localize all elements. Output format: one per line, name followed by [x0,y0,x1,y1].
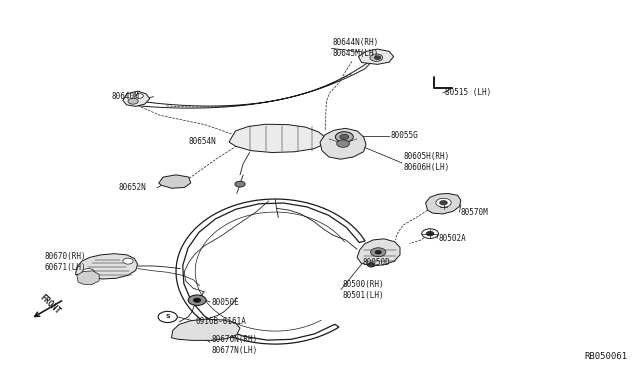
Circle shape [422,229,438,238]
Polygon shape [176,199,365,344]
Text: 0916B-6161A: 0916B-6161A [195,317,246,326]
Text: 80670(RH)
60671(LH): 80670(RH) 60671(LH) [45,252,86,272]
Circle shape [340,134,349,140]
Polygon shape [357,239,400,266]
Circle shape [436,198,451,207]
Text: FRONT: FRONT [38,293,62,316]
Polygon shape [123,91,150,106]
Polygon shape [77,271,99,285]
Circle shape [335,132,353,142]
Polygon shape [320,128,366,159]
Circle shape [337,140,349,147]
Text: 80500(RH)
80501(LH): 80500(RH) 80501(LH) [342,280,384,300]
Polygon shape [358,49,394,64]
Circle shape [136,94,143,98]
Text: 80515 (LH): 80515 (LH) [445,89,491,97]
Text: 80055G: 80055G [390,131,418,140]
Text: 80644N(RH)
80645M(LH): 80644N(RH) 80645M(LH) [333,38,379,58]
Circle shape [371,248,386,257]
Text: 80640M: 80640M [112,92,140,101]
Circle shape [188,295,206,305]
Circle shape [82,269,95,276]
Text: S: S [165,314,170,320]
Circle shape [123,258,133,264]
Circle shape [440,201,447,205]
Circle shape [367,263,375,267]
Text: 80502A: 80502A [438,234,466,243]
Polygon shape [159,175,191,188]
Text: 80654N: 80654N [189,137,216,146]
Circle shape [375,250,381,254]
Circle shape [370,54,383,61]
Polygon shape [426,193,461,214]
Polygon shape [229,124,326,153]
Text: RB050061: RB050061 [584,352,627,361]
Circle shape [193,298,201,302]
Text: 80676N(RH)
80677N(LH): 80676N(RH) 80677N(LH) [211,335,257,355]
Text: 80570M: 80570M [461,208,488,217]
Text: 80605H(RH)
80606H(LH): 80605H(RH) 80606H(LH) [403,152,449,172]
Circle shape [128,98,138,104]
Circle shape [374,56,381,60]
Polygon shape [76,254,138,279]
Polygon shape [134,56,378,108]
Circle shape [235,181,245,187]
Circle shape [158,311,177,323]
Polygon shape [172,319,240,340]
Circle shape [426,231,434,236]
Text: 80652N: 80652N [118,183,146,192]
Text: 80050D: 80050D [363,258,390,267]
Text: 80050E: 80050E [211,298,239,307]
